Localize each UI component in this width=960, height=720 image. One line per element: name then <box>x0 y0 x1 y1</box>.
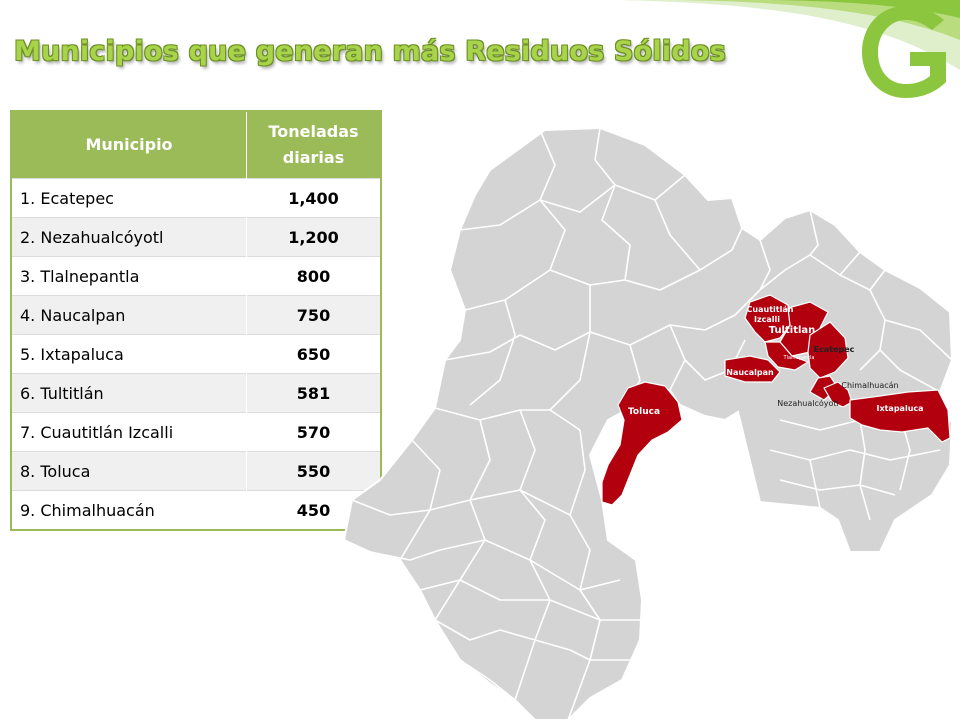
label-chimalhuacan: Chimalhuacán <box>841 381 898 390</box>
region-naucalpan <box>724 355 781 383</box>
label-tlalnepantla: Tlalnepantla <box>783 355 815 361</box>
label-izcalli: Izcalli <box>754 315 780 324</box>
map-labels: Cuautitlán Izcalli Tultitlan Tlalnepantl… <box>628 305 924 417</box>
toneladas-cell: 570 <box>246 412 381 452</box>
table-row: 2. Nezahualcóyotl 1,200 <box>11 217 381 257</box>
toneladas-cell: 650 <box>246 334 381 374</box>
table-row: 9. Chimalhuacán 450 <box>11 490 381 530</box>
label-nezahualcoyotl: Nezahualcóyotl <box>777 398 839 408</box>
highlighted-municipalities <box>601 294 951 506</box>
municipio-cell: 3. Tlalnepantla <box>11 256 247 296</box>
table-row: 1. Ecatepec 1,400 <box>11 178 381 218</box>
municipio-cell: 2. Nezahualcóyotl <box>11 217 247 257</box>
table-row: 5. Ixtapaluca 650 <box>11 334 381 374</box>
header-toneladas-label: Toneladas diarias <box>268 122 359 167</box>
region-tlalnepantla <box>764 341 809 371</box>
header-municipio: Municipio <box>11 111 247 179</box>
municipio-cell: 1. Ecatepec <box>11 178 247 218</box>
label-ixtapaluca: Ixtapaluca <box>876 404 923 413</box>
label-ecatepec: Ecatepec <box>814 345 855 354</box>
map-base <box>342 126 954 720</box>
header-toneladas: Toneladas diarias <box>246 111 381 179</box>
toneladas-cell: 550 <box>246 451 381 491</box>
label-naucalpan: Naucalpan <box>726 368 774 377</box>
state-map: Cuautitlán Izcalli Tultitlan Tlalnepantl… <box>342 126 954 720</box>
municipio-cell: 7. Cuautitlán Izcalli <box>11 412 247 452</box>
label-tultitlan: Tultitlan <box>769 325 816 336</box>
region-ecatepec <box>807 321 849 379</box>
logo-icon <box>862 6 946 98</box>
table-header-row: Municipio Toneladas diarias <box>11 111 381 179</box>
toneladas-cell: 1,400 <box>246 178 381 218</box>
toneladas-cell: 800 <box>246 256 381 296</box>
region-cuautitlan-izcalli <box>744 294 791 343</box>
table-row: 7. Cuautitlán Izcalli 570 <box>11 412 381 452</box>
label-toluca: Toluca <box>628 407 660 417</box>
table-row: 8. Toluca 550 <box>11 451 381 491</box>
municipio-cell: 9. Chimalhuacán <box>11 490 247 530</box>
municipio-cell: 4. Naucalpan <box>11 295 247 335</box>
municipio-cell: 6. Tultitlán <box>11 373 247 413</box>
toneladas-cell: 750 <box>246 295 381 335</box>
page-title: Municipios que generan más Residuos Sóli… <box>14 36 726 67</box>
region-ixtapaluca <box>849 389 951 443</box>
municipios-table: Municipio Toneladas diarias 1. Ecatepec … <box>10 110 382 531</box>
label-cuautitlan: Cuautitlán <box>747 305 794 314</box>
municipal-borders <box>351 128 952 720</box>
municipio-cell: 5. Ixtapaluca <box>11 334 247 374</box>
region-toluca <box>601 381 683 506</box>
table-row: 6. Tultitlán 581 <box>11 373 381 413</box>
toneladas-cell: 581 <box>246 373 381 413</box>
toneladas-cell: 1,200 <box>246 217 381 257</box>
table-row: 3. Tlalnepantla 800 <box>11 256 381 296</box>
municipio-cell: 8. Toluca <box>11 451 247 491</box>
table-row: 4. Naucalpan 750 <box>11 295 381 335</box>
